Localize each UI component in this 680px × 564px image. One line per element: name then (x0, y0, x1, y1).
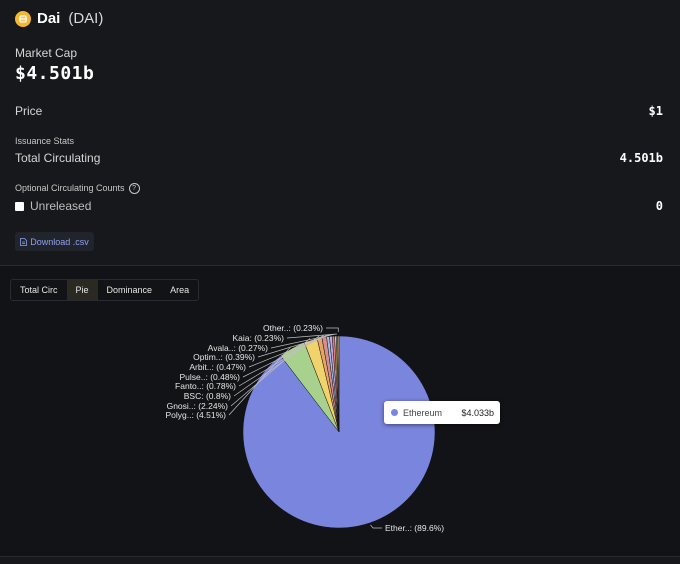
tab-dominance[interactable]: Dominance (106, 285, 153, 295)
leader-line (257, 333, 334, 358)
download-label: Download .csv (30, 236, 89, 247)
leader-line (242, 334, 328, 378)
slice-label: Polyg..: (4.51%) (166, 410, 227, 420)
pie-slice[interactable] (242, 335, 436, 529)
unreleased-checkbox[interactable] (15, 202, 24, 211)
tab-total-circ[interactable]: Total Circ (20, 285, 58, 295)
pie-slice[interactable] (337, 335, 340, 433)
tab-pie[interactable]: Pie (66, 280, 98, 300)
slice-label: Gnosi..: (2.24%) (167, 401, 229, 411)
leader-line (270, 333, 336, 349)
tab-area[interactable]: Area (170, 285, 190, 295)
optional-counts-label: Optional Circulating Counts? (15, 183, 140, 195)
tooltip-color-dot (391, 409, 398, 416)
dai-coin-icon (15, 10, 31, 27)
download-csv-button[interactable]: Download .csv (15, 232, 94, 251)
coin-title: Dai (DAI) (15, 10, 103, 27)
slice-label: Ether..: (89.6%) (385, 523, 444, 533)
leader-line (230, 338, 311, 407)
coin-name: Dai (37, 10, 61, 27)
slice-label: BSC: (0.8%) (184, 391, 231, 401)
slice-label: Arbit..: (0.47%) (189, 362, 246, 372)
file-icon (20, 237, 28, 246)
next-panel-edge (0, 556, 680, 564)
total-circulating-label: Total Circulating (15, 151, 101, 165)
chart-tabs: Total Circ Pie Dominance Area (10, 279, 200, 301)
coin-symbol: (DAI) (68, 10, 104, 27)
market-cap-label: Market Cap (15, 46, 78, 60)
slice-label: Avala..: (0.27%) (208, 343, 268, 353)
total-circulating-value: 4.501b (619, 151, 663, 165)
optional-counts-text: Optional Circulating Counts (15, 183, 125, 193)
slice-label: Fanto..: (0.78%) (175, 381, 236, 391)
leader-line (370, 524, 382, 529)
issuance-stats-label: Issuance Stats (15, 136, 75, 146)
chart-tooltip: Ethereum $4.033b (384, 401, 500, 424)
stats-panel: Dai (DAI) Market Cap $4.501b Price $1 Is… (0, 0, 680, 266)
leader-line (248, 334, 331, 368)
slice-label: Other..: (0.23%) (263, 323, 323, 333)
leader-line (286, 333, 337, 339)
price-label: Price (15, 104, 43, 118)
slice-label: Optim..: (0.39%) (193, 352, 255, 362)
slice-label: Pulse..: (0.48%) (180, 372, 241, 382)
slice-label: Kaia: (0.23%) (233, 333, 285, 343)
leader-line (326, 327, 339, 333)
unreleased-value: 0 (655, 199, 663, 213)
market-cap-value: $4.501b (15, 63, 95, 84)
price-value: $1 (648, 104, 663, 118)
help-icon[interactable]: ? (128, 183, 140, 195)
tooltip-series-name: Ethereum (403, 407, 443, 418)
unreleased-label: Unreleased (30, 199, 92, 213)
tooltip-value: $4.033b (461, 407, 494, 418)
